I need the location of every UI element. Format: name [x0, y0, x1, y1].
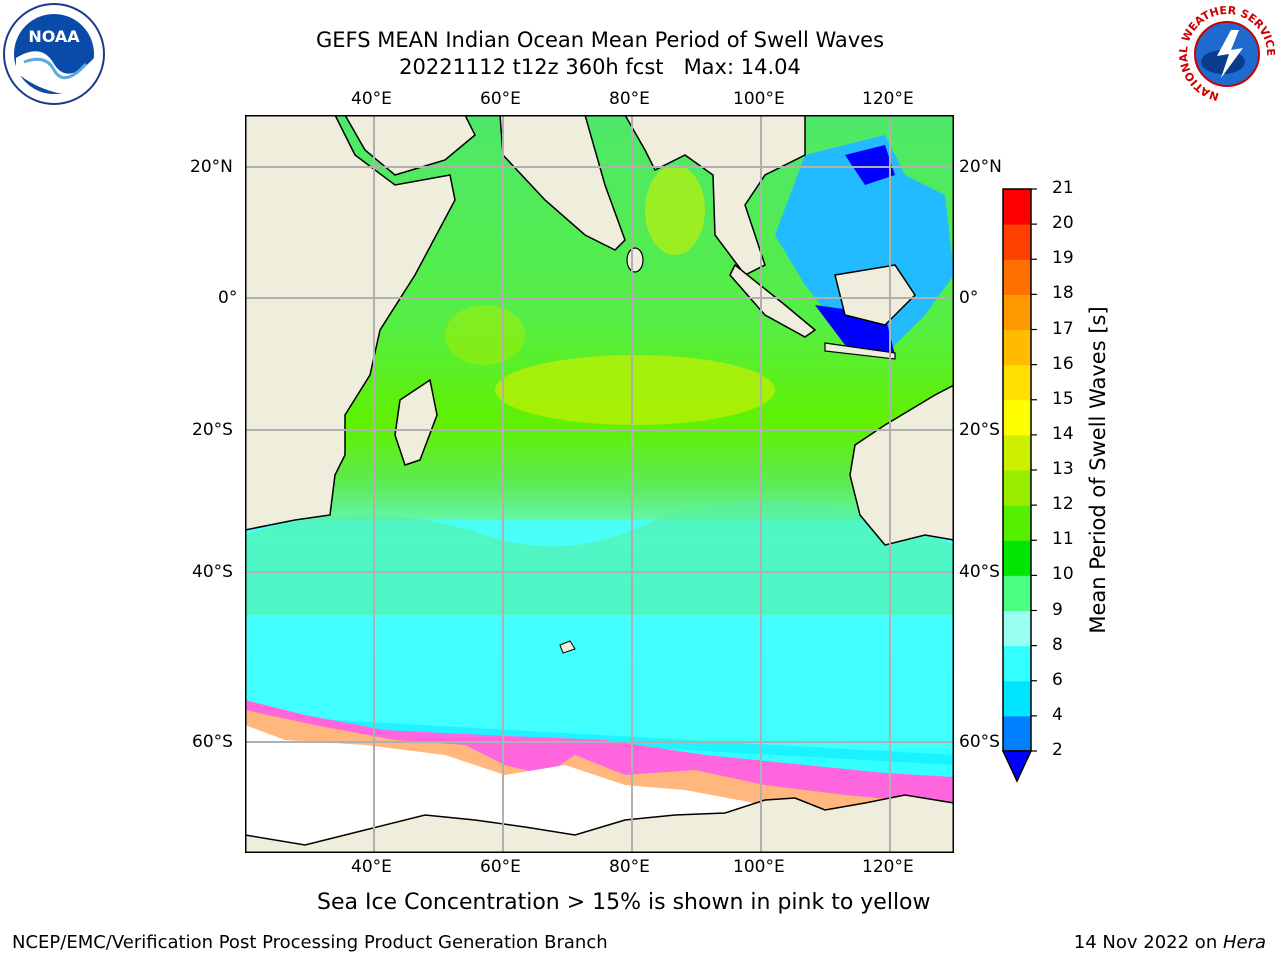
colorbar-tick-label: 8	[1052, 634, 1063, 655]
lon-tick-bottom-60e: 60°E	[480, 857, 521, 877]
title-line-1: GEFS MEAN Indian Ocean Mean Period of Sw…	[315, 28, 885, 52]
colorbar-segment	[1003, 259, 1031, 295]
colorbar-ticks: 2 4 6 8 9 10 11 12 13 14 15 16 17 18 19 20 21	[1052, 0, 1092, 960]
land-australia	[849, 384, 954, 546]
noaa-logo: NOAA	[2, 2, 107, 107]
colorbar-tick-label: 16	[1052, 353, 1074, 374]
graticule	[245, 115, 954, 853]
lon-tick-top-60e: 60°E	[480, 89, 521, 109]
colorbar-segment	[1003, 399, 1031, 436]
colorbar-tick-label: 6	[1052, 669, 1063, 690]
colorbar	[1000, 186, 1040, 786]
colorbar-tick-label: 17	[1052, 318, 1074, 339]
colorbar-label: Mean Period of Swell Waves [s]	[1086, 306, 1110, 634]
lat-tick-right-0: 0°	[959, 288, 979, 308]
swell-core-13s	[495, 355, 775, 425]
map-panel	[245, 115, 954, 853]
land-borneo	[834, 264, 916, 326]
title-forecast: 20221112 t12z 360h fcst	[399, 55, 664, 79]
colorbar-tick-label: 4	[1052, 704, 1063, 725]
lat-tick-right-20n: 20°N	[959, 157, 1002, 177]
colorbar-segment	[1003, 505, 1031, 541]
land-java	[824, 342, 896, 360]
footer-machine: Hera	[1222, 932, 1266, 953]
colorbar-tick-label: 15	[1052, 388, 1074, 409]
colorbar-segment	[1003, 540, 1031, 576]
footer-date: 14 Nov 2022 on Hera	[1074, 932, 1266, 953]
colorbar-tick-label: 2	[1052, 740, 1063, 760]
footer-credit: NCEP/EMC/Verification Post Processing Pr…	[12, 932, 608, 953]
colorbar-segment	[1003, 680, 1031, 717]
colorbar-segment	[1003, 575, 1031, 611]
map-frame	[245, 115, 954, 853]
colorbar-segment	[1003, 715, 1031, 752]
lat-tick-right-60s: 60°S	[959, 732, 1000, 752]
colorbar-tick-label: 14	[1052, 423, 1074, 444]
colorbar-tick-label: 11	[1052, 529, 1074, 550]
sea-ice-note: Sea Ice Concentration > 15% is shown in …	[317, 890, 931, 915]
land-antarctica	[245, 794, 954, 853]
colorbar-tick-label: 12	[1052, 494, 1074, 515]
colorbar-segment	[1003, 470, 1031, 506]
colorbar-segment	[1003, 294, 1031, 330]
land-sri-lanka	[626, 247, 644, 273]
swell-band-9s	[245, 500, 954, 615]
lat-tick-right-20s: 20°S	[959, 420, 1000, 440]
colorbar-segment	[1003, 224, 1031, 260]
colorbar-segment	[1003, 329, 1031, 366]
lon-tick-bottom-100e: 100°E	[733, 857, 785, 877]
svg-text:NOAA: NOAA	[28, 27, 80, 46]
colorbar-tick-label: 9	[1052, 599, 1063, 620]
lon-tick-top-100e: 100°E	[733, 89, 785, 109]
colorbar-tick-label: 19	[1052, 248, 1074, 269]
lon-tick-top-120e: 120°E	[862, 89, 914, 109]
land-madagascar	[394, 378, 438, 466]
colorbar-segment	[1003, 610, 1031, 647]
lon-tick-bottom-120e: 120°E	[862, 857, 914, 877]
lon-tick-bottom-40e: 40°E	[351, 857, 392, 877]
south-china-sea-low	[845, 145, 895, 185]
bay-swell-core	[645, 165, 705, 255]
colorbar-tick-label: 10	[1052, 564, 1074, 585]
lat-tick-left-20n: 20°N	[190, 157, 233, 177]
nws-logo: NATIONAL WEATHER SERVICE	[1175, 2, 1280, 107]
lon-tick-top-40e: 40°E	[351, 89, 392, 109]
colorbar-extend-triangle	[1001, 750, 1033, 783]
lat-tick-left-20s: 20°S	[192, 420, 233, 440]
title-line-2: 20221112 t12z 360h fcst Max: 14.04	[0, 54, 1200, 81]
lat-tick-left-40s: 40°S	[192, 562, 233, 582]
land-india	[499, 115, 626, 251]
land-arabia	[344, 115, 476, 176]
colorbar-segment	[1003, 364, 1031, 401]
colorbar-tick-label: 20	[1052, 213, 1074, 234]
title-max: Max: 14.04	[683, 55, 801, 79]
lat-tick-left-60s: 60°S	[192, 732, 233, 752]
land-kerguelen	[559, 640, 576, 654]
arabian-swell-core	[445, 305, 525, 365]
lat-tick-right-40s: 40°S	[959, 562, 1000, 582]
colorbar-tick-label: 18	[1052, 283, 1074, 304]
colorbar-svg	[1001, 188, 1037, 783]
colorbar-segment	[1003, 645, 1031, 682]
map-svg	[245, 115, 954, 853]
colorbar-tick-label: 21	[1052, 178, 1074, 198]
colorbar-segment	[1003, 434, 1031, 471]
chart-title: GEFS MEAN Indian Ocean Mean Period of Sw…	[0, 27, 1200, 81]
colorbar-tick-label: 13	[1052, 459, 1074, 479]
colorbar-segment	[1003, 189, 1031, 225]
footer-date-text: 14 Nov 2022 on	[1073, 932, 1223, 953]
land-sumatra	[729, 263, 817, 338]
lon-tick-top-80e: 80°E	[609, 89, 650, 109]
lat-tick-left-0: 0°	[218, 288, 238, 308]
lon-tick-bottom-80e: 80°E	[609, 857, 650, 877]
